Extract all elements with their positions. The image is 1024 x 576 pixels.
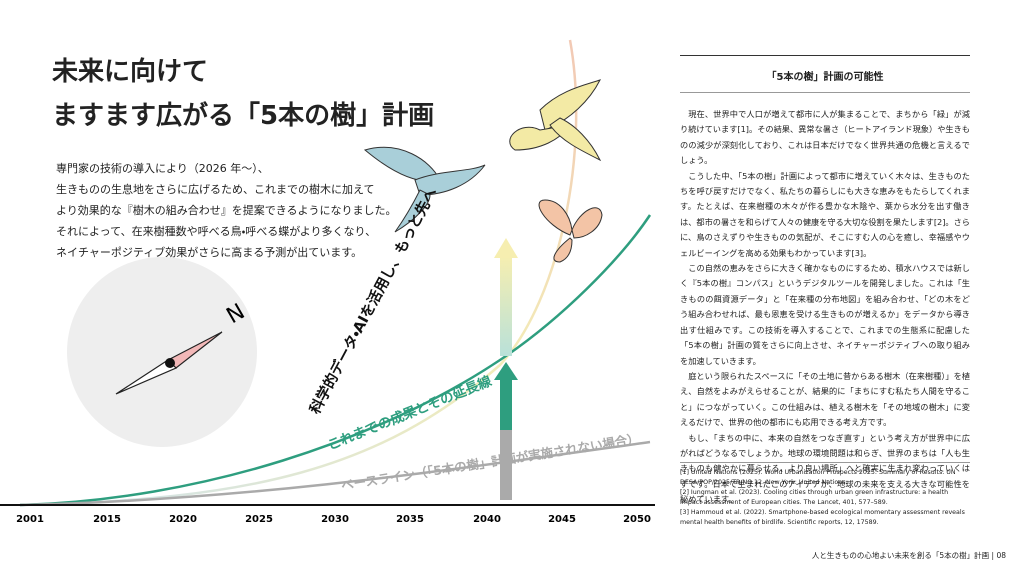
axis-label: 2020 xyxy=(169,514,197,525)
paragraph: もし、「まちの中に、本来の自然をつなぎ直す」という考え方が世界中に広がればどうな… xyxy=(680,432,970,505)
title: 未来に向けてますます広がる「5本の樹」計画 xyxy=(52,50,434,138)
arrow-pastel-head xyxy=(494,238,518,258)
axis-label: 2001 xyxy=(16,514,44,525)
title-line: ますます広がる「5本の樹」計画 xyxy=(52,101,435,131)
intro-line: それによって、在来樹種数や呼べる鳥・呼べる蝶がより多くなり、 xyxy=(56,225,377,238)
arrow-green xyxy=(500,378,512,430)
curve-label: これまでの成果とその延長線 xyxy=(325,372,494,454)
curve-current xyxy=(19,214,652,507)
axis-label: 2050 xyxy=(623,514,651,525)
reference: [1] United Nations (2025). World Urbaniz… xyxy=(680,469,956,486)
curve-label: 科学的データ・AIを活用し、もっと先へ xyxy=(306,184,441,417)
axis-label: 2035 xyxy=(396,514,424,525)
footer: 人と生きものの心地よい未来を創る「5本の樹」計画 | 08 xyxy=(811,551,1006,560)
axis-label: 2015 xyxy=(93,514,121,525)
intro: 専門家の技術の導入により（2026 年〜）、生きものの生息地をさらに広げるため、… xyxy=(56,158,397,263)
curve-future xyxy=(19,39,578,507)
reference: [3] Hammoud et al. (2022). Smartphone-ba… xyxy=(680,509,965,526)
page-number: 08 xyxy=(996,551,1006,560)
paragraph: 庭という限られたスペースに「その土地に昔からある樹木（在来樹種）」を植え、自然を… xyxy=(680,370,970,428)
article-title: 「5本の樹」計画の可能性 xyxy=(680,56,970,93)
paragraph: 現在、世界中で人口が増えて都市に人が集まることで、まちから「緑」が減り続けていま… xyxy=(680,109,970,166)
intro-line: より効果的な『樹木の組み合わせ』を提案できるようになりました。 xyxy=(56,204,397,217)
bird-blue xyxy=(363,146,486,233)
arrow-gray xyxy=(500,410,512,500)
axis-label: 2025 xyxy=(245,514,273,525)
butterfly xyxy=(538,199,603,263)
footer-text: 人と生きものの心地よい未来を創る「5本の樹」計画 xyxy=(811,551,990,560)
bird-yellow xyxy=(509,79,602,162)
axis-label: 2030 xyxy=(321,514,349,525)
arrow-pastel xyxy=(500,256,512,356)
article: 「5本の樹」計画の可能性現在、世界中で人口が増えて都市に人が集まることで、まちか… xyxy=(680,55,970,508)
paragraph: こうした中、「5本の樹」計画によって都市に増えていく木々は、生きものたちを呼び戻… xyxy=(680,170,970,258)
arrow-green-head xyxy=(494,362,518,380)
needle-pin xyxy=(165,358,175,368)
paragraph: この自然の恵みをさらに大きく確かなものにするため、積水ハウスでは新しく『5本の樹… xyxy=(680,263,970,366)
intro-line: 専門家の技術の導入により（2026 年〜）、 xyxy=(56,162,269,175)
compass-bg xyxy=(67,257,257,447)
references: [1] United Nations (2025). World Urbaniz… xyxy=(680,462,970,528)
reference: [2] Iungman et al. (2023). Cooling citie… xyxy=(680,489,949,506)
curve-baseline xyxy=(19,440,651,507)
title-line: 未来に向けて xyxy=(52,57,209,87)
axis-label: 2045 xyxy=(548,514,576,525)
axis-label: 2040 xyxy=(473,514,501,525)
intro-line: ネイチャーポジティブ効果がさらに高まる予測が出ています。 xyxy=(56,246,363,259)
intro-line: 生きものの生息地をさらに広げるため、これまでの樹木に加えて xyxy=(56,183,375,196)
diagram: N 科学的データ・AIを活用し、もっと先へ これまでの成果とその延長線 ベースラ… xyxy=(0,39,655,525)
